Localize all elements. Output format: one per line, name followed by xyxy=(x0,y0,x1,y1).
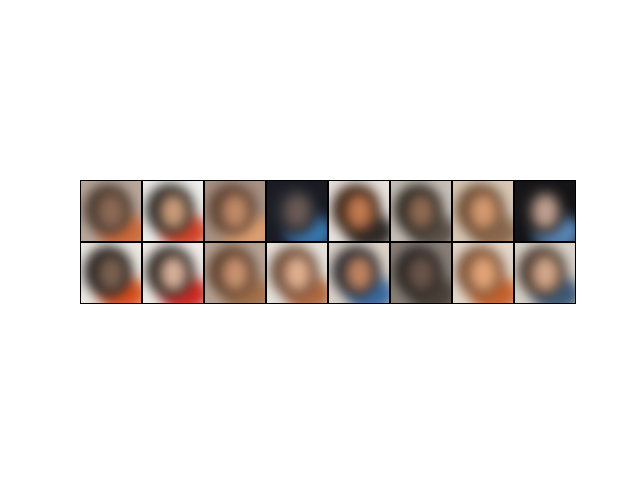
face-thumbnail xyxy=(267,181,327,241)
face-thumbnail xyxy=(515,243,575,303)
face-thumbnail xyxy=(81,181,141,241)
face-thumbnail xyxy=(205,181,265,241)
face-blob xyxy=(345,256,374,291)
face-thumbnail xyxy=(329,243,389,303)
face-blob xyxy=(407,256,436,291)
face-blob xyxy=(531,256,560,291)
face-blob xyxy=(159,194,188,229)
face-thumbnail xyxy=(143,243,203,303)
face-blob xyxy=(469,256,498,291)
face-blob xyxy=(283,194,312,229)
image-grid xyxy=(80,180,576,304)
face-thumbnail xyxy=(267,243,327,303)
face-blob xyxy=(407,194,436,229)
face-blob xyxy=(345,194,374,229)
face-thumbnail xyxy=(391,243,451,303)
face-blob xyxy=(159,256,188,291)
face-thumbnail xyxy=(515,181,575,241)
face-blob xyxy=(221,256,250,291)
face-thumbnail xyxy=(329,181,389,241)
face-blob xyxy=(283,256,312,291)
face-thumbnail xyxy=(453,243,513,303)
face-blob xyxy=(97,256,126,291)
face-thumbnail xyxy=(453,181,513,241)
face-thumbnail xyxy=(205,243,265,303)
face-blob xyxy=(97,194,126,229)
face-blob xyxy=(221,194,250,229)
face-thumbnail xyxy=(143,181,203,241)
face-thumbnail xyxy=(81,243,141,303)
face-blob xyxy=(469,194,498,229)
face-blob xyxy=(531,194,560,229)
face-thumbnail xyxy=(391,181,451,241)
